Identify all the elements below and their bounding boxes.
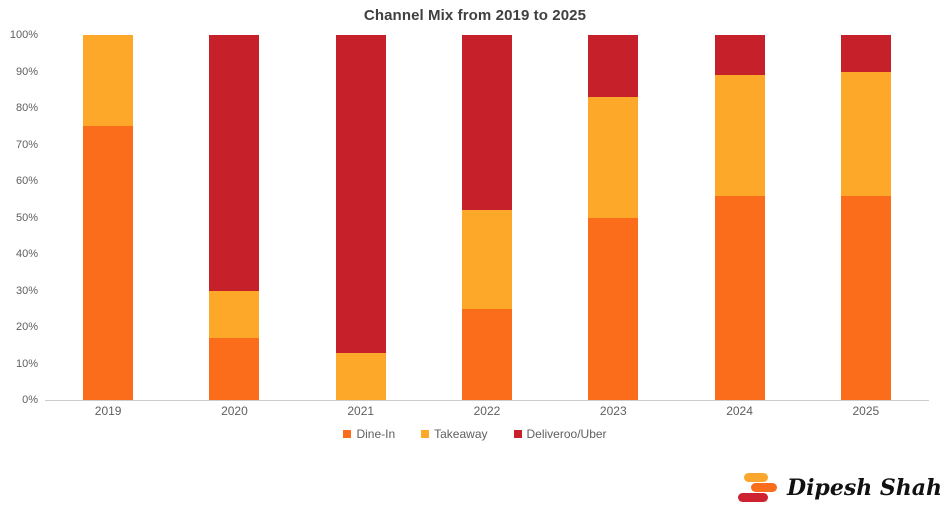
y-tick-label-70: 70%: [15, 138, 38, 151]
y-tick-label-10: 10%: [15, 357, 38, 370]
x-tick-label-2022: 2022: [473, 404, 501, 418]
bar-segment-takeaway-2024: [714, 75, 765, 196]
y-tick-label-40: 40%: [15, 248, 38, 260]
legend-item-dine-in: Dine-In: [343, 427, 395, 441]
plot-area: [45, 35, 929, 401]
bar-segment-dine-in-2023: [588, 217, 639, 400]
bar-segment-deliveroo-uber-2022: [462, 35, 512, 211]
legend-swatch-icon: [513, 430, 522, 438]
x-axis: 2019 2020 2021 2022 2023 2024 2025: [45, 404, 929, 420]
bar-segment-deliveroo-uber-2023: [588, 35, 639, 98]
bar-segment-takeaway-2019: [83, 35, 134, 127]
y-tick-label-80: 80%: [15, 102, 38, 114]
x-tick-label-2020: 2020: [221, 404, 248, 418]
x-tick-label-2019: 2019: [94, 404, 122, 418]
y-tick-label-60: 60%: [15, 175, 38, 187]
bar-segment-takeaway-2023: [588, 97, 639, 218]
logo-bar-top: [744, 473, 768, 482]
brand-name: Dipesh Shah: [787, 475, 942, 501]
brand-logo: Dipesh Shah: [738, 473, 942, 503]
y-axis: 0% 10% 20% 30% 40% 50% 60% 70% 80% 90% 100%: [0, 29, 38, 406]
bar-segment-dine-in-2022: [462, 308, 512, 400]
bar-segment-deliveroo-uber-2021: [335, 35, 386, 353]
x-tick-label-2024: 2024: [726, 404, 753, 418]
bar-segment-takeaway-2022: [462, 210, 512, 309]
x-tick-label-2023: 2023: [599, 404, 627, 418]
y-tick-label-30: 30%: [15, 284, 38, 297]
bar-segment-takeaway-2020: [209, 290, 260, 338]
y-tick-label-20: 20%: [15, 321, 38, 333]
logo-bar-bottom: [738, 493, 768, 502]
bar-segment-deliveroo-uber-2024: [714, 35, 765, 76]
bar-segment-deliveroo-uber-2025: [840, 35, 891, 72]
y-tick-label-100: 100%: [9, 29, 38, 41]
legend-label: Dine-In: [356, 427, 396, 441]
legend-item-takeaway: Takeaway: [421, 427, 488, 441]
legend-item-deliveroo-uber: Deliveroo/Uber: [513, 427, 607, 441]
legend-label: Takeaway: [434, 427, 488, 441]
logo-bar-middle: [751, 483, 777, 492]
bar-segment-deliveroo-uber-2020: [209, 35, 260, 291]
y-tick-label-0: 0%: [22, 394, 38, 406]
bar-segment-dine-in-2024: [714, 195, 765, 400]
bar-segment-dine-in-2020: [209, 337, 260, 400]
legend: Dine-In Takeaway Deliveroo/Uber: [0, 427, 950, 441]
x-tick-label-2025: 2025: [852, 404, 880, 418]
x-tick-label-2021: 2021: [347, 404, 375, 418]
legend-swatch-icon: [421, 430, 430, 438]
legend-swatch-icon: [343, 430, 352, 438]
bar-segment-takeaway-2025: [840, 71, 891, 196]
y-tick-label-50: 50%: [15, 211, 38, 224]
legend-label: Deliveroo/Uber: [526, 427, 607, 441]
bar-segment-takeaway-2021: [335, 352, 386, 400]
bar-segment-dine-in-2019: [83, 126, 134, 400]
bar-segment-dine-in-2025: [840, 195, 891, 400]
chart-title: Channel Mix from 2019 to 2025: [363, 7, 587, 24]
y-tick-label-90: 90%: [15, 65, 38, 78]
stacked-bars-logo-icon: [738, 473, 778, 503]
